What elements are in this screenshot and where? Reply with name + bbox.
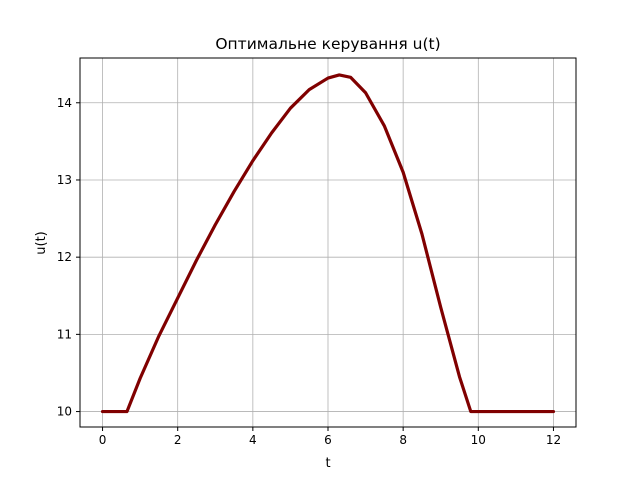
y-tick-label: 12: [57, 250, 72, 264]
y-tick-label: 13: [57, 173, 72, 187]
y-tick-label: 11: [57, 327, 72, 341]
x-tick-label: 2: [174, 433, 182, 447]
grid: [80, 58, 576, 427]
x-tick-label: 0: [99, 433, 107, 447]
y-axis-label: u(t): [34, 231, 49, 254]
y-tick-label: 10: [57, 405, 72, 419]
x-tick-label: 8: [399, 433, 407, 447]
x-axis-label: t: [325, 456, 330, 471]
series-line: [100, 73, 556, 414]
x-tick-label: 12: [546, 433, 561, 447]
x-tick-label: 4: [249, 433, 257, 447]
x-tick-label: 10: [471, 433, 486, 447]
y-tick-label: 14: [57, 96, 72, 110]
y-axis: 10 11 12 13 14: [57, 96, 80, 419]
x-axis: 0 2 4 6 8 10 12: [99, 427, 561, 447]
series-group: [100, 73, 556, 414]
chart-title: Оптимальне керування u(t): [215, 35, 440, 53]
x-tick-label: 6: [324, 433, 332, 447]
